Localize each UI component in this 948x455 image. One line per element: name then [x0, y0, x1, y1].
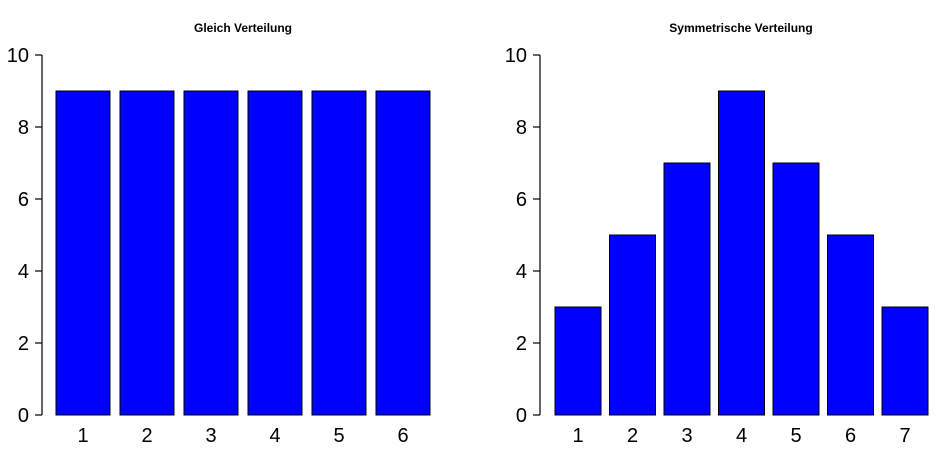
bar — [247, 90, 303, 416]
bar — [311, 90, 367, 416]
bar — [554, 306, 602, 416]
x-tick-label: 5 — [790, 425, 801, 447]
bar — [772, 162, 820, 416]
x-tick-label: 1 — [572, 425, 583, 447]
y-tick-label: 0 — [18, 405, 29, 427]
y-tick-label: 2 — [18, 333, 29, 355]
x-tick-label: 3 — [681, 425, 692, 447]
x-tick-label: 6 — [397, 425, 408, 447]
bar — [119, 90, 175, 416]
bar — [827, 234, 874, 416]
bar — [183, 90, 239, 416]
y-tick-label: 0 — [516, 405, 527, 427]
x-tick-label: 4 — [269, 425, 280, 447]
y-tick-label: 10 — [505, 45, 527, 67]
y-tick-label: 4 — [516, 261, 527, 283]
bar — [375, 90, 431, 416]
bar — [609, 234, 656, 416]
chart-title: Symmetrische Verteilung — [669, 21, 812, 35]
y-tick-label: 6 — [516, 189, 527, 211]
chart-title: Gleich Verteilung — [194, 21, 292, 35]
x-tick-label: 2 — [627, 425, 638, 447]
x-tick-label: 1 — [77, 425, 88, 447]
bar — [881, 306, 929, 416]
x-tick-label: 4 — [736, 425, 747, 447]
y-tick-label: 6 — [18, 189, 29, 211]
x-tick-label: 6 — [845, 425, 856, 447]
y-tick-label: 8 — [516, 117, 527, 139]
y-tick-label: 10 — [7, 45, 29, 67]
x-tick-label: 7 — [899, 425, 910, 447]
bar — [55, 90, 111, 416]
x-tick-label: 5 — [333, 425, 344, 447]
x-tick-label: 3 — [205, 425, 216, 447]
y-tick-label: 8 — [18, 117, 29, 139]
x-tick-label: 2 — [141, 425, 152, 447]
y-tick-label: 4 — [18, 261, 29, 283]
y-tick-label: 2 — [516, 333, 527, 355]
bar — [663, 162, 711, 416]
bar — [718, 90, 765, 416]
